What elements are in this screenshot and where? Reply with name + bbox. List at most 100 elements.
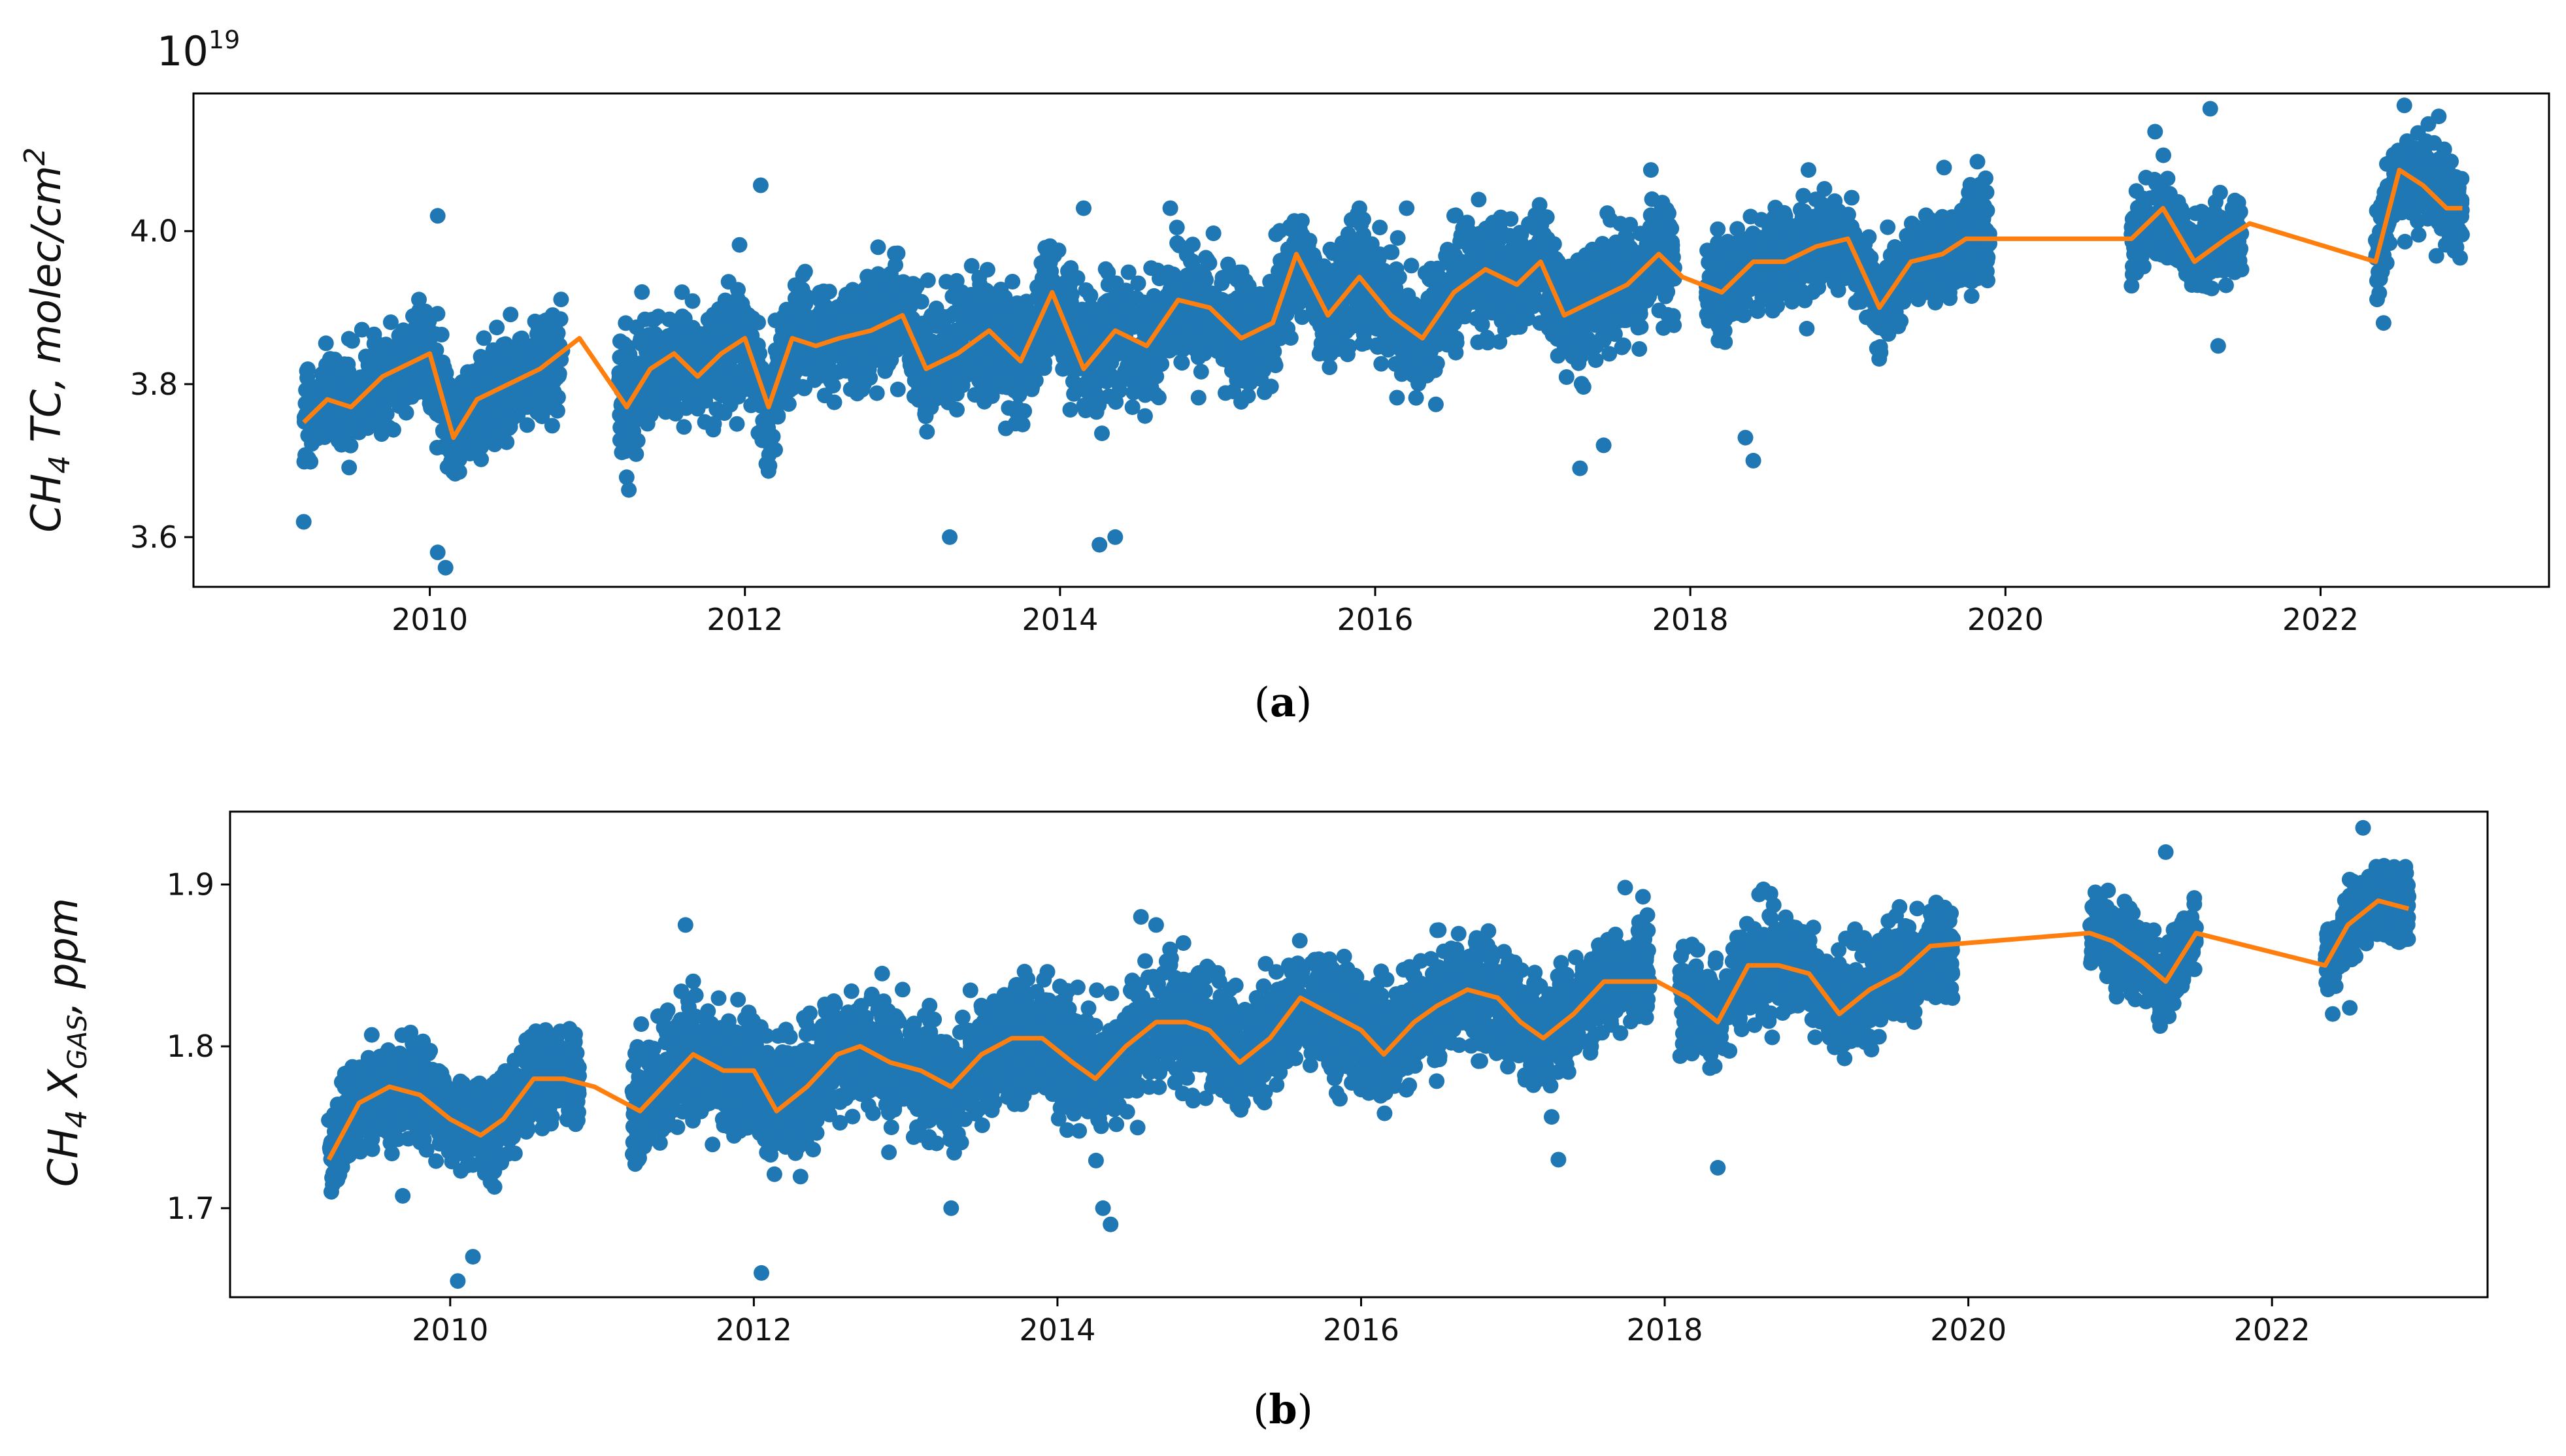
scatter-point xyxy=(963,323,979,339)
scatter-point xyxy=(1005,274,1021,290)
scatter-point xyxy=(1174,355,1190,371)
scatter-point xyxy=(1665,308,1681,324)
scatter-point xyxy=(948,375,965,391)
scatter-point xyxy=(674,284,690,301)
scatter-point xyxy=(366,326,382,342)
scatter-point xyxy=(1100,265,1116,280)
scatter-point xyxy=(1648,218,1663,234)
scatter-point xyxy=(1124,399,1141,416)
scatter-point xyxy=(869,385,885,401)
scatter-point xyxy=(1571,355,1587,371)
scatter-point xyxy=(1124,306,1140,323)
scatter-point xyxy=(1151,300,1167,316)
scatter-point xyxy=(1089,372,1105,389)
scatter-point xyxy=(446,462,463,478)
scatter-point xyxy=(1040,252,1056,268)
scatter-point xyxy=(798,308,814,324)
scatter-point xyxy=(1978,170,1993,186)
scatter-point xyxy=(616,336,632,352)
scatter-point xyxy=(1493,313,1510,329)
scatter-point xyxy=(1225,384,1242,399)
scatter-point xyxy=(1070,318,1086,335)
scatter-point xyxy=(1393,336,1410,352)
scatter-point xyxy=(648,371,664,388)
scatter-point xyxy=(1561,258,1577,274)
scatter-point xyxy=(300,450,316,467)
scatter-point xyxy=(1190,389,1207,406)
scatter-point xyxy=(883,352,899,368)
scatter-point xyxy=(429,440,445,455)
scatter-point xyxy=(395,322,412,339)
scatter-point xyxy=(310,430,326,446)
scatter-point xyxy=(825,342,842,359)
scatter-point xyxy=(1471,191,1487,208)
scatter-point xyxy=(918,408,934,424)
panel-a-y-exponent: 1019 xyxy=(157,25,240,75)
scatter-point xyxy=(890,245,906,261)
scatter-point xyxy=(1305,256,1322,272)
scatter-point xyxy=(365,416,381,433)
scatter-point xyxy=(780,380,797,396)
scatter-point xyxy=(1355,316,1371,332)
scatter-point xyxy=(1208,290,1224,306)
scatter-point xyxy=(1173,318,1190,335)
scatter-point xyxy=(411,291,427,308)
scatter-point xyxy=(1111,376,1127,393)
scatter-point xyxy=(1322,346,1339,362)
scatter-point xyxy=(1227,294,1244,310)
scatter-point xyxy=(1420,264,1437,280)
scatter-point xyxy=(1558,369,1575,385)
scatter-point xyxy=(382,314,399,331)
scatter-point xyxy=(373,374,390,390)
scatter-point xyxy=(1268,226,1284,242)
scatter-point xyxy=(1799,320,1815,337)
scatter-point xyxy=(1231,264,1247,280)
scatter-point xyxy=(697,393,714,409)
scatter-point xyxy=(1022,375,1038,391)
scatter-point xyxy=(1408,389,1424,406)
scatter-point xyxy=(354,322,370,338)
scatter-point xyxy=(1187,333,1203,349)
scatter-point xyxy=(1014,312,1031,328)
scatter-point xyxy=(1575,379,1591,395)
scatter-point xyxy=(826,394,842,410)
scatter-point xyxy=(663,391,679,407)
panel-a-chart: 1019 CH4 TC, molec/cm2 2010 2012 2014 2016 2… xyxy=(18,25,2550,726)
scatter-point xyxy=(1321,282,1337,298)
scatter-point xyxy=(705,422,722,438)
scatter-point xyxy=(1267,357,1284,374)
scatter-point xyxy=(1372,220,1388,236)
scatter-point xyxy=(1240,388,1256,404)
scatter-point xyxy=(1641,239,1658,255)
scatter-point xyxy=(1256,384,1273,401)
scatter-point xyxy=(621,482,637,498)
scatter-point xyxy=(617,443,633,459)
scatter-point xyxy=(754,432,771,448)
scatter-point xyxy=(490,402,506,418)
scatter-point xyxy=(1975,183,1991,199)
scatter-point xyxy=(1027,346,1044,363)
scatter-point xyxy=(1658,201,1675,218)
scatter-point xyxy=(671,322,687,338)
scatter-point xyxy=(707,378,722,395)
scatter-point xyxy=(344,333,360,349)
scatter-point xyxy=(1205,225,1222,241)
scatter-point xyxy=(1599,205,1616,222)
scatter-point xyxy=(1290,292,1306,308)
scatter-point xyxy=(1515,293,1531,310)
scatter-point xyxy=(890,381,906,397)
scatter-point xyxy=(1520,310,1536,327)
scatter-point xyxy=(720,274,737,290)
scatter-point xyxy=(1435,274,1451,290)
scatter-point xyxy=(469,432,486,448)
scatter-point xyxy=(1341,339,1358,355)
scatter-point xyxy=(1389,389,1405,406)
scatter-point xyxy=(1614,339,1630,356)
scatter-point xyxy=(1341,321,1357,337)
scatter-point xyxy=(318,357,335,373)
scatter-point xyxy=(920,272,936,288)
scatter-point xyxy=(710,301,727,317)
scatter-point xyxy=(919,423,935,440)
scatter-point xyxy=(1407,354,1424,371)
scatter-point xyxy=(1143,260,1159,276)
